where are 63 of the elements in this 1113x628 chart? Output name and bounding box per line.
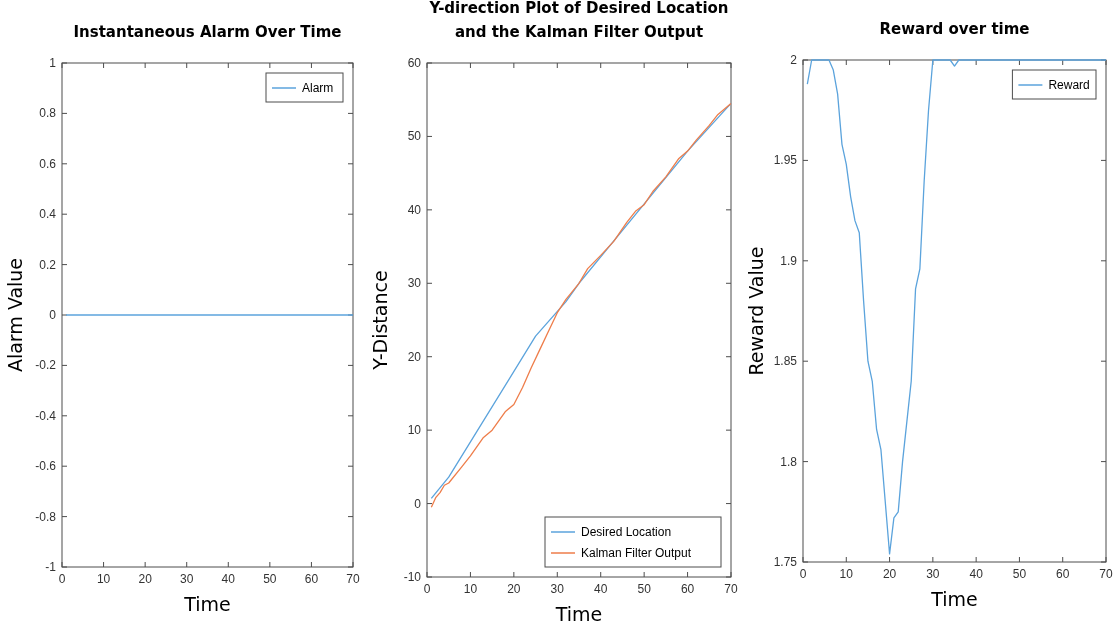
x-tick-label: 10 bbox=[463, 582, 478, 596]
x-axis-title: Time bbox=[183, 593, 231, 615]
y-tick-label: 30 bbox=[407, 276, 422, 291]
x-axis-title: Time bbox=[930, 588, 978, 610]
y-tick-label: 0 bbox=[49, 308, 57, 322]
y-tick-label: 0 bbox=[414, 496, 422, 511]
y-tick-label: 10 bbox=[407, 423, 422, 438]
x-tick-label: 70 bbox=[724, 582, 738, 596]
x-axis-title: Time bbox=[554, 603, 603, 625]
y-tick-label: 1.95 bbox=[773, 153, 798, 168]
chart-title: Reward over time bbox=[879, 20, 1030, 38]
y-tick-label: 20 bbox=[407, 349, 422, 364]
x-tick-label: 70 bbox=[346, 572, 360, 586]
x-tick-label: 0 bbox=[423, 582, 431, 596]
x-tick-label: 60 bbox=[304, 572, 319, 586]
y-axis-title: Reward Value bbox=[745, 246, 767, 376]
y-tick-label: -1 bbox=[45, 560, 57, 574]
x-tick-label: 40 bbox=[221, 572, 236, 586]
legend-label: Kalman Filter Output bbox=[581, 546, 692, 560]
y-tick-label: 1 bbox=[49, 56, 57, 70]
y-tick-label: -0.2 bbox=[35, 358, 57, 373]
legend-label: Desired Location bbox=[581, 525, 672, 539]
y-tick-label: -0.4 bbox=[35, 408, 57, 423]
y-tick-label: 1.9 bbox=[780, 253, 798, 268]
y-tick-label: 1.75 bbox=[773, 555, 798, 569]
x-tick-label: 10 bbox=[96, 572, 111, 586]
y-tick-label: -0.8 bbox=[35, 509, 57, 524]
y-tick-label: 0.8 bbox=[39, 106, 57, 121]
x-tick-label: 10 bbox=[839, 567, 854, 581]
legend-label: Alarm bbox=[302, 81, 334, 95]
y-axis-title: Alarm Value bbox=[4, 257, 26, 373]
y-axis-title: Y-Distance bbox=[369, 270, 391, 371]
x-tick-label: 30 bbox=[926, 567, 940, 581]
y-tick-label: 50 bbox=[407, 129, 422, 144]
y-tick-label: 2 bbox=[790, 53, 798, 67]
x-tick-label: 50 bbox=[1012, 567, 1027, 581]
x-tick-label: 0 bbox=[799, 567, 807, 581]
legend-label: Reward bbox=[1048, 78, 1090, 92]
y-tick-label: -10 bbox=[403, 570, 422, 584]
x-tick-label: 40 bbox=[594, 582, 608, 596]
y-tick-label: 0.4 bbox=[39, 207, 57, 222]
x-tick-label: 60 bbox=[680, 582, 695, 596]
y-tick-label: 0.2 bbox=[39, 257, 57, 272]
x-tick-label: 20 bbox=[138, 572, 153, 586]
x-tick-label: 70 bbox=[1099, 567, 1113, 581]
x-tick-label: 50 bbox=[263, 572, 277, 586]
x-tick-label: 30 bbox=[550, 582, 565, 596]
y-tick-label: 1.85 bbox=[773, 354, 798, 369]
chart-title: Y-direction Plot of Desired Location and the Kalman Filter Output bbox=[428, 0, 729, 41]
x-tick-label: 40 bbox=[969, 567, 984, 581]
line-series bbox=[806, 59, 1107, 555]
y-tick-label: 60 bbox=[407, 56, 422, 70]
y-tick-label: 40 bbox=[407, 202, 422, 217]
y-tick-label: 1.8 bbox=[780, 454, 798, 469]
x-tick-label: 30 bbox=[180, 572, 194, 586]
x-tick-label: 20 bbox=[882, 567, 897, 581]
x-tick-label: 0 bbox=[58, 572, 66, 586]
x-tick-label: 60 bbox=[1056, 567, 1070, 581]
chart-title: Instantaneous Alarm Over Time bbox=[73, 23, 342, 41]
x-tick-label: 20 bbox=[507, 582, 521, 596]
x-tick-label: 50 bbox=[637, 582, 652, 596]
y-tick-label: -0.6 bbox=[35, 459, 57, 474]
y-tick-label: 0.6 bbox=[39, 156, 57, 171]
